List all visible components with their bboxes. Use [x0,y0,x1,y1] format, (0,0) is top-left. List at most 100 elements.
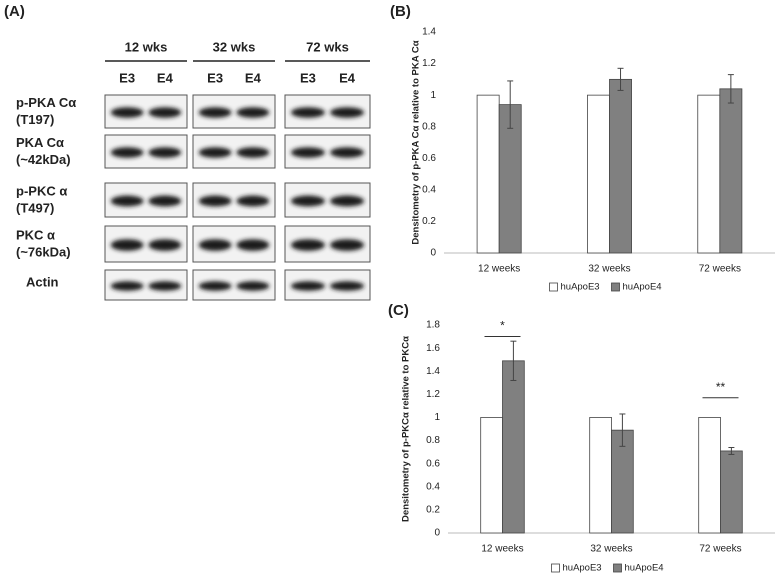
bar [589,417,612,534]
y-tick-label: 0.6 [426,458,440,469]
legend-swatch [549,282,558,292]
x-tick-label: 32 weeks [588,264,630,275]
blot-band [330,281,365,291]
blot-band [148,281,182,291]
bar [697,94,721,254]
bar [719,88,743,254]
row-label: Actin [26,274,59,289]
y-tick-label: 1 [430,90,436,101]
lane-label: E4 [339,70,356,85]
y-tick-label: 0.2 [422,216,436,227]
blot-band [290,195,325,207]
blot-band [110,239,144,251]
y-axis-title: Densitometry of p-PKCα relative to PKCα [401,336,412,522]
blot-band [236,147,270,158]
panel-label: (C) [388,302,409,319]
blot-band [290,281,325,291]
blot-band [110,107,144,118]
blot-band [236,195,270,207]
lane-label: E4 [245,70,262,85]
legend-swatch [613,563,622,573]
blot-band [330,239,365,251]
x-tick-label: 72 weeks [699,264,741,275]
blot-band [148,239,182,251]
error-bar [507,80,514,129]
blot-band [148,195,182,207]
y-tick-label: 0.8 [422,121,436,132]
bar [476,94,500,254]
blot-band [198,147,232,158]
x-tick-label: 72 weeks [699,544,741,555]
y-tick-label: 1.8 [426,320,440,331]
legend-swatch [611,282,620,292]
blot-band [110,281,144,291]
blot-band [148,147,182,158]
row-label: PKC α [16,227,55,242]
lane-label: E3 [207,70,223,85]
blot-band [290,147,325,158]
y-tick-label: 1.4 [422,27,436,38]
panel-label: (B) [390,3,411,20]
bar [720,450,743,534]
error-bar [619,413,626,447]
x-tick-label: 32 weeks [590,544,632,555]
blot-band [198,239,232,251]
y-tick-label: 1 [434,412,440,423]
y-tick-label: 0 [430,248,436,259]
y-tick-label: 0.6 [422,153,436,164]
legend-label: huApoE4 [623,282,662,293]
group-label: 12 wks [125,39,168,54]
row-label: p-PKA Cα [16,95,76,110]
legend-label: huApoE4 [625,563,664,574]
x-tick-label: 12 weeks [481,544,523,555]
row-label: PKA Cα [16,135,64,150]
blot-band [236,107,270,118]
blot-band [290,107,325,118]
lane-label: E4 [157,70,174,85]
y-tick-label: 0.4 [426,481,440,492]
row-sublabel: (T497) [16,200,54,215]
blot-band [236,239,270,251]
legend-swatch [551,563,560,573]
blot-band [330,107,365,118]
blot-band [290,239,325,251]
bar [480,417,503,534]
blot-band [110,195,144,207]
y-tick-label: 0.4 [422,184,436,195]
blot-band [110,147,144,158]
row-sublabel: (~76kDa) [16,244,71,259]
y-tick-label: 0.8 [426,435,440,446]
y-axis-title: Densitometry of p-PKA Cα relative to PKA… [411,40,422,244]
blot-band [330,147,365,158]
y-tick-label: 1.4 [426,366,440,377]
blot-band [198,107,232,118]
y-tick-label: 1.2 [422,58,436,69]
bar [609,78,632,254]
legend-label: huApoE3 [563,563,602,574]
y-tick-label: 0.2 [426,505,440,516]
row-sublabel: (~42kDa) [16,152,71,167]
group-label: 32 wks [213,39,256,54]
legend-label: huApoE3 [561,282,600,293]
bar [698,417,721,534]
panel-label: (A) [4,3,25,20]
error-bar [617,67,624,91]
error-bar [727,74,734,104]
lane-label: E3 [300,70,316,85]
blot-band [198,281,232,291]
blot-band [148,107,182,118]
row-sublabel: (T197) [16,112,54,127]
row-label: p-PKC α [16,183,67,198]
blot-band [330,195,365,207]
y-tick-label: 1.2 [426,389,440,400]
x-tick-label: 12 weeks [478,264,520,275]
blot-band [198,195,232,207]
group-label: 72 wks [306,39,349,54]
error-bar [728,446,735,455]
blot-band [236,281,270,291]
significance-label: * [500,319,505,333]
y-tick-label: 1.6 [426,343,440,354]
significance-label: ** [716,380,726,394]
lane-label: E3 [119,70,135,85]
